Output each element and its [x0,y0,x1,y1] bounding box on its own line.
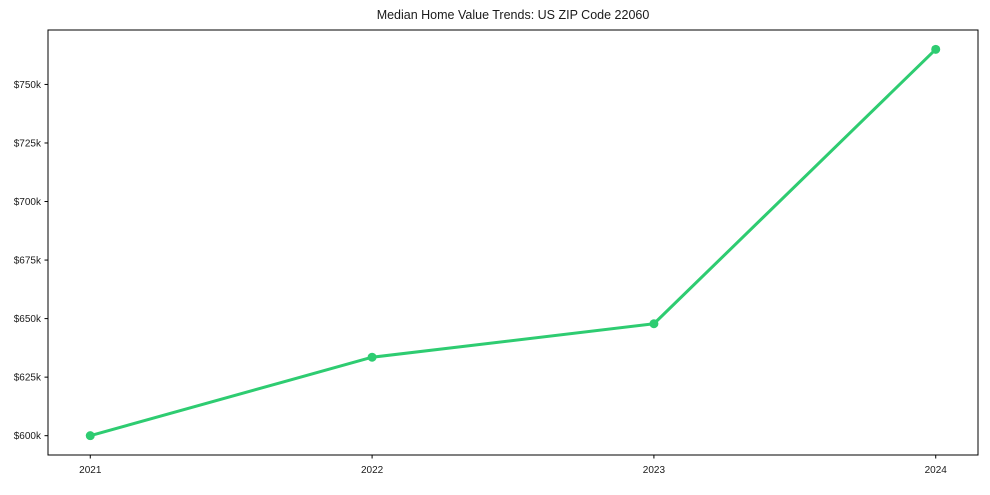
y-tick-label: $750k [14,80,42,91]
y-tick-label: $700k [14,197,42,208]
data-point-2023 [649,319,659,329]
x-tick-label: 2023 [643,465,666,476]
y-tick-label: $600k [14,431,42,442]
y-tick-label: $650k [14,314,42,325]
data-point-2022 [367,352,377,362]
y-tick-label: $625k [14,373,42,384]
y-tick-label: $725k [14,138,42,149]
plot-frame [47,29,979,456]
data-point-2024 [931,44,941,54]
plot-area [48,30,978,455]
trend-line [88,47,938,438]
data-point-2021 [85,431,95,441]
x-tick-label: 2022 [361,465,384,476]
chart-title: Median Home Value Trends: US ZIP Code 22… [376,8,650,22]
x-tick-label: 2024 [925,465,948,476]
y-tick-label: $675k [14,256,42,267]
x-tick-label: 2021 [79,465,102,476]
